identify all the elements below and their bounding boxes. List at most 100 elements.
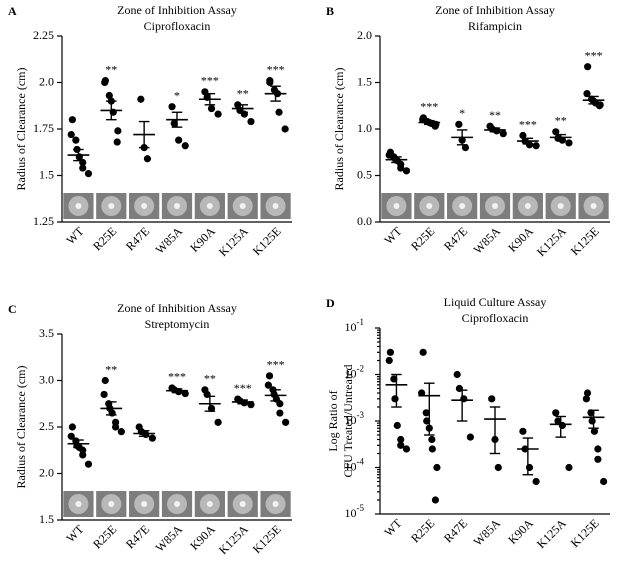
data-point [494, 463, 502, 472]
significance-label: *** [519, 117, 537, 131]
tick-exponent: -3 [357, 410, 365, 420]
x-tick-label: K90A [505, 224, 536, 255]
data-point [168, 103, 176, 111]
chart-subtitle: Ciprofloxacin [144, 19, 211, 33]
plate-disk [75, 501, 82, 507]
y-tick-label: 10-3 [345, 410, 365, 427]
y-tick-label: 2.0 [39, 74, 54, 88]
data-point [532, 142, 540, 150]
panel: C Zone of Inhibition Assay Streptomycin Rad… [8, 301, 292, 557]
data-point [214, 418, 222, 426]
x-tick-label: K125A [534, 224, 569, 259]
panel-label: B [326, 4, 334, 18]
data-point [100, 390, 108, 399]
data-point [433, 463, 441, 472]
y-tick-label: 2.0 [39, 465, 54, 479]
chart-subtitle: Rifampicin [468, 19, 522, 33]
plate-disk [459, 203, 466, 209]
data-point [68, 116, 76, 124]
plate-disk [239, 501, 246, 507]
data-point [588, 417, 596, 425]
plate-disk [272, 203, 279, 209]
data-point [428, 445, 436, 453]
significance-label: ** [105, 362, 117, 376]
x-tick-label: K125E [568, 516, 602, 550]
significance-label: ** [105, 62, 117, 76]
data-point [583, 90, 591, 98]
data-point [143, 155, 152, 163]
y-axis-label: Log Ratio of [326, 390, 340, 451]
data-point [499, 130, 507, 138]
data-point [565, 463, 573, 472]
plate-disk [141, 203, 148, 209]
tick-exponent: -2 [357, 364, 365, 374]
data-point [594, 445, 602, 453]
data-point [264, 381, 272, 389]
plate-disk [557, 203, 564, 209]
plate-disk [239, 203, 246, 209]
data-point [600, 477, 608, 486]
y-tick-label: 3.5 [39, 326, 54, 340]
x-tick-label: W85A [153, 224, 186, 257]
data-point [113, 138, 121, 146]
x-tick-label: K90A [187, 522, 218, 553]
data-point [79, 164, 87, 172]
x-tick-label: K125A [534, 516, 569, 551]
data-point [386, 348, 394, 356]
data-point [558, 421, 566, 430]
chart-title: Zone of Inhibition Assay [117, 3, 237, 17]
tick-base: 10 [345, 413, 357, 427]
x-tick-label: K90A [505, 516, 536, 547]
data-point [117, 428, 125, 436]
panel: D Liquid Culture Assay Ciprofloxacin Log Ra… [326, 295, 610, 551]
data-point [265, 372, 274, 380]
data-point [275, 108, 283, 116]
plate-disk [393, 203, 400, 209]
panel: B Zone of Inhibition Assay Rifampicin Radiu… [326, 3, 610, 259]
data-point [418, 389, 426, 397]
data-point [101, 376, 109, 385]
tick-base: 10 [345, 506, 357, 520]
panel-label: C [8, 302, 17, 316]
y-tick-label: 2.0 [357, 28, 372, 42]
x-tick-label: R47E [441, 224, 470, 253]
data-point [247, 401, 255, 409]
chart-title: Liquid Culture Assay [444, 295, 547, 309]
data-point [111, 423, 120, 431]
plate-disk [108, 203, 115, 209]
data-point [397, 441, 405, 449]
y-tick-label: 10-1 [345, 317, 365, 334]
data-point [590, 427, 599, 435]
plate-disk [426, 203, 433, 209]
x-tick-label: W85A [471, 224, 504, 257]
plate-disk [206, 203, 213, 209]
significance-label: ** [237, 87, 249, 101]
y-tick-label: 1.5 [39, 512, 54, 526]
data-point [583, 389, 592, 397]
plate-disk [108, 501, 115, 507]
y-tick-label: 10-5 [345, 503, 365, 520]
plate-disk [524, 203, 531, 209]
x-tick-label: K125E [568, 224, 602, 258]
tick-base: 10 [345, 366, 357, 380]
significance-label: *** [201, 74, 219, 88]
data-point [67, 432, 75, 440]
y-tick-label: 0.5 [357, 167, 372, 181]
x-tick-label: K125E [250, 522, 284, 556]
data-point [402, 445, 411, 453]
x-tick-label: R25E [408, 516, 437, 545]
data-point [266, 78, 274, 87]
y-tick-label: 1.75 [33, 121, 54, 135]
data-point [390, 375, 398, 383]
plate-disk [492, 203, 498, 209]
data-point [68, 423, 76, 431]
data-point [422, 409, 430, 417]
data-point [79, 451, 87, 459]
chart-subtitle: Ciprofloxacin [462, 311, 529, 325]
x-tick-label: K125A [216, 522, 251, 557]
data-point [423, 417, 431, 425]
y-tick-label: 10-2 [345, 364, 365, 381]
data-point [282, 418, 290, 426]
data-point [391, 395, 399, 403]
